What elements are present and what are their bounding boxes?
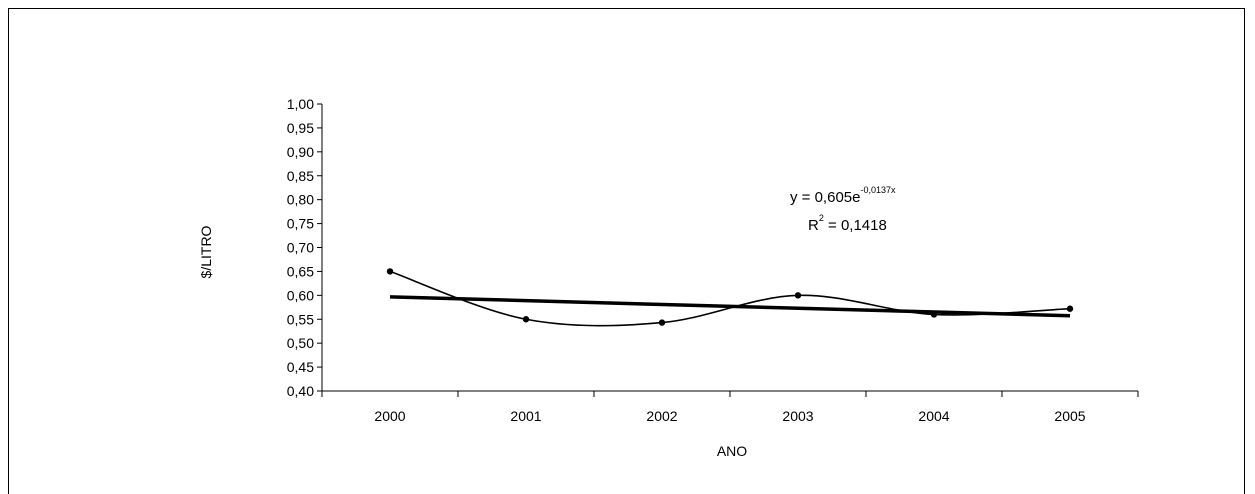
- x-ticks: 2000 2001 2002 2003 2004 2005: [321, 391, 1139, 424]
- x-tick-label: 2000: [374, 408, 405, 424]
- y-tick-label: 0,85: [287, 168, 314, 184]
- series: [386, 268, 1074, 327]
- axes: [321, 104, 1138, 392]
- y-tick-label: 0,95: [287, 120, 314, 136]
- x-tick-label: 2002: [646, 408, 677, 424]
- data-point: [386, 268, 394, 275]
- data-point: [794, 292, 802, 299]
- trendline-line: [389, 295, 1071, 318]
- chart-frame: [8, 8, 1245, 494]
- x-axis-title: ANO: [717, 443, 747, 459]
- trendline-equation-exponent: -0,0137x: [860, 185, 896, 195]
- r2-base: R: [808, 217, 819, 234]
- x-tick-label: 2005: [1054, 408, 1085, 424]
- x-tick-label: 2001: [510, 408, 541, 424]
- y-tick-label: 1,00: [287, 96, 314, 112]
- y-tick-label: 0,75: [287, 216, 314, 232]
- series-line: [389, 270, 1071, 327]
- y-tick-label: 0,40: [287, 383, 314, 399]
- y-tick-label: 0,65: [287, 263, 314, 279]
- data-point: [522, 316, 530, 323]
- x-tick-label: 2004: [918, 408, 949, 424]
- y-tick-label: 0,50: [287, 335, 314, 351]
- y-tick-label: 0,60: [287, 287, 314, 303]
- data-point: [658, 319, 666, 326]
- y-tick-label: 0,80: [287, 192, 314, 208]
- trendline-r2: R2 = 0,1418: [808, 213, 887, 234]
- r2-value: = 0,1418: [824, 217, 887, 234]
- trendline: [389, 295, 1071, 318]
- x-tick-label: 2003: [782, 408, 813, 424]
- y-axis-title: $/LITRO: [198, 225, 214, 278]
- r2-exponent: 2: [819, 213, 824, 223]
- y-tick-label: 0,55: [287, 311, 314, 327]
- trendline-equation: y = 0,605e-0,0137x: [790, 185, 896, 206]
- y-tick-label: 0,45: [287, 359, 314, 375]
- trendline-equation-base: y = 0,605e: [790, 189, 860, 206]
- y-ticks: 0,40 0,45 0,50 0,55 0,60 0,65 0,70 0,75 0,80 0,85…: [287, 96, 322, 399]
- y-tick-label: 0,90: [287, 144, 314, 160]
- data-point: [1066, 305, 1074, 312]
- y-tick-label: 0,70: [287, 240, 314, 256]
- data-point: [930, 311, 938, 318]
